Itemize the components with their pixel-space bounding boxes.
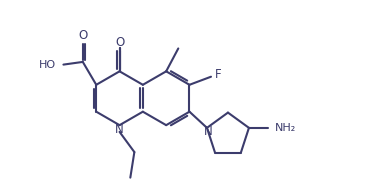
Text: O: O	[78, 29, 87, 42]
Text: F: F	[214, 68, 221, 81]
Text: N: N	[115, 122, 124, 136]
Text: NH₂: NH₂	[274, 123, 296, 133]
Text: N: N	[204, 125, 212, 138]
Text: O: O	[115, 36, 124, 49]
Text: HO: HO	[39, 60, 56, 70]
